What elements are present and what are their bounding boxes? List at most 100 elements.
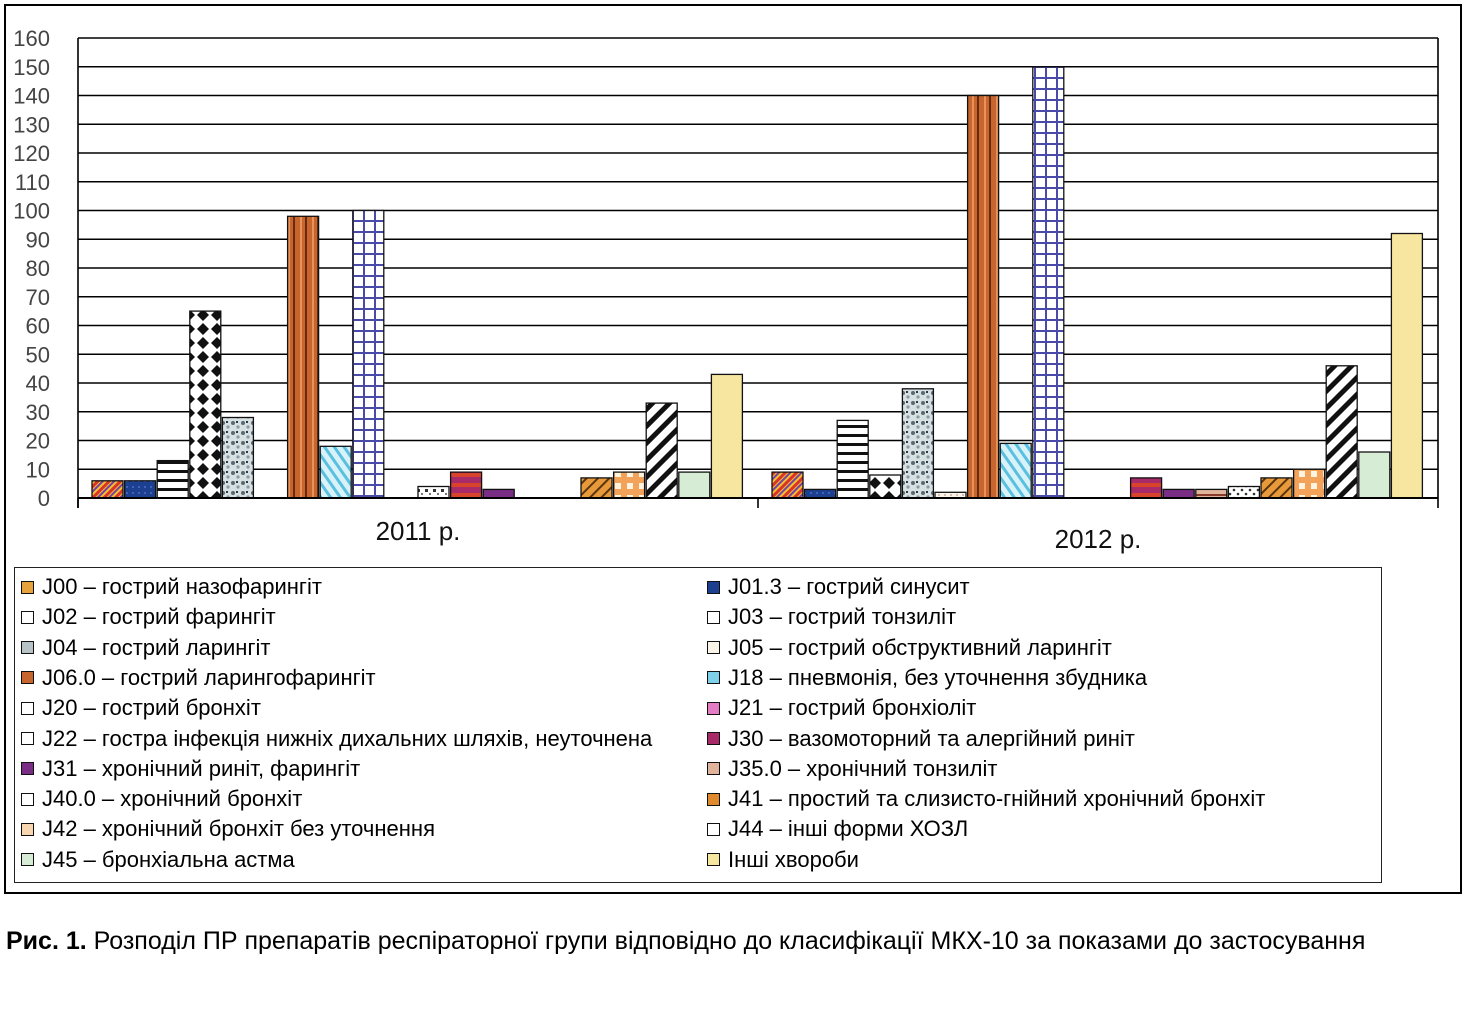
y-tick-label: 100 — [13, 199, 50, 224]
legend-swatch — [21, 701, 34, 715]
legend-item: J40.0 – хронічний бронхіт — [21, 785, 302, 813]
y-tick-label: 40 — [26, 371, 50, 396]
bar — [221, 416, 255, 499]
legend-swatch — [21, 671, 34, 685]
legend-item: J35.0 – хронічний тонзиліт — [707, 755, 997, 783]
bar-chart: 0 10 20 30 40 50 60 70 80 90 100 110 120 130 140 150 160… — [13, 26, 1439, 554]
bar — [966, 94, 1000, 499]
legend-item: J00 – гострий назофарингіт — [21, 573, 322, 601]
bar — [901, 388, 935, 499]
legend-swatch — [707, 853, 720, 867]
legend-swatch — [707, 822, 720, 836]
bar — [189, 310, 222, 499]
legend-label: J03 – гострий тонзиліт — [728, 604, 957, 630]
legend-label: J44 – інші форми ХОЗЛ — [728, 816, 969, 842]
bar — [91, 480, 124, 499]
legend-swatch — [21, 822, 34, 836]
y-tick-label: 0 — [38, 486, 50, 511]
bar — [1292, 468, 1326, 499]
caption-label: Рис. 1. — [6, 927, 87, 955]
legend-label: J35.0 – хронічний тонзиліт — [728, 755, 998, 781]
chart-legend: J00 – гострий назофарингіт J01.3 – гостри… — [14, 567, 1382, 883]
legend-item: Інші хвороби — [707, 846, 859, 874]
legend-item: J22 – гостра інфекція нижніх дихальних ш… — [21, 725, 652, 753]
bar — [1227, 485, 1261, 499]
bar — [1390, 232, 1424, 499]
legend-label: J31 – хронічний риніт, фарингіт — [42, 755, 361, 781]
y-tick-label: 30 — [26, 400, 50, 425]
bar — [580, 477, 613, 499]
legend-item: J41 – простий та слизисто-гнійний хроніч… — [707, 785, 1265, 813]
bar — [1195, 488, 1228, 499]
legend-item: J42 – хронічний бронхіт без уточнення — [21, 815, 435, 843]
caption-text: Розподіл ПР препаратів респіраторної гру… — [86, 927, 1366, 955]
legend-item: J02 – гострий фарингіт — [21, 603, 276, 631]
legend-swatch — [21, 732, 34, 745]
bar — [352, 209, 385, 499]
y-tick-label: 10 — [26, 457, 50, 482]
bar — [1129, 477, 1163, 499]
y-tick-label: 120 — [13, 141, 50, 166]
legend-label: J40.0 – хронічний бронхіт — [42, 786, 303, 812]
legend-item: J21 – гострий бронхіоліт — [707, 694, 976, 722]
y-tick-label: 70 — [26, 285, 50, 310]
legend-swatch — [21, 792, 34, 806]
bar — [771, 471, 804, 499]
bar — [1358, 451, 1391, 499]
y-tick-label: 60 — [26, 314, 50, 339]
legend-label: Інші хвороби — [728, 846, 859, 872]
bar — [678, 471, 711, 499]
legend-swatch — [21, 853, 34, 867]
bar — [156, 459, 189, 499]
legend-label: J00 – гострий назофарингіт — [42, 574, 322, 599]
category-label: 2011 р. — [376, 516, 461, 546]
bar — [1032, 66, 1065, 499]
legend-label: J22 – гостра інфекція нижніх дихальних ш… — [42, 725, 653, 751]
legend-label: J45 – бронхіальна астма — [42, 846, 295, 872]
y-tick-label: 20 — [26, 429, 50, 454]
bar — [319, 445, 352, 499]
bar — [1162, 488, 1195, 499]
legend-item: J18 – пневмонія, без уточнення збудника — [707, 664, 1147, 692]
legend-swatch — [707, 641, 720, 655]
legend-swatch — [707, 701, 720, 715]
legend-label: J18 – пневмонія, без уточнення збудника — [728, 664, 1148, 690]
legend-label: J41 – простий та слизисто-гнійний хроніч… — [728, 786, 1266, 812]
legend-swatch — [707, 580, 720, 594]
bar — [449, 471, 483, 499]
legend-swatch — [707, 610, 720, 624]
legend-label: J04 – гострий ларингіт — [42, 634, 271, 660]
y-tick-label: 160 — [13, 26, 50, 51]
legend-item: J06.0 – гострий ларингофарингіт — [21, 664, 376, 692]
bar — [286, 215, 320, 499]
legend-item: J01.3 – гострий синусит — [707, 573, 970, 601]
legend-swatch — [21, 762, 34, 776]
legend-item: J45 – бронхіальна астма — [21, 846, 295, 874]
legend-item: J44 – інші форми ХОЗЛ — [707, 815, 968, 843]
legend-label: J06.0 – гострий ларингофарингіт — [42, 664, 376, 690]
legend-label: J05 – гострий обструктивний ларингіт — [728, 634, 1112, 660]
legend-swatch — [707, 671, 720, 685]
y-tick-label: 90 — [26, 227, 50, 252]
bar — [803, 488, 837, 499]
legend-label: J20 – гострий бронхіт — [42, 695, 261, 721]
legend-item: J03 – гострий тонзиліт — [707, 603, 956, 631]
legend-swatch — [21, 610, 34, 624]
bar — [710, 373, 744, 499]
legend-swatch — [21, 641, 34, 655]
bar — [645, 402, 678, 499]
y-tick-label: 80 — [26, 256, 50, 281]
legend-swatch — [707, 762, 720, 776]
bar — [836, 419, 869, 499]
figure-frame — [4, 4, 1462, 894]
y-tick-label: 130 — [13, 112, 50, 137]
legend-item: J30 – вазомоторний та алергійний риніт — [707, 725, 1135, 753]
bar — [612, 471, 646, 499]
legend-item: J20 – гострий бронхіт — [21, 694, 261, 722]
bar — [1260, 477, 1293, 499]
bar — [123, 480, 157, 499]
legend-label: J01.3 – гострий синусит — [728, 574, 970, 599]
legend-label: J42 – хронічний бронхіт без уточнення — [42, 816, 435, 842]
legend-swatch — [21, 580, 34, 594]
legend-label: J21 – гострий бронхіоліт — [728, 695, 977, 721]
